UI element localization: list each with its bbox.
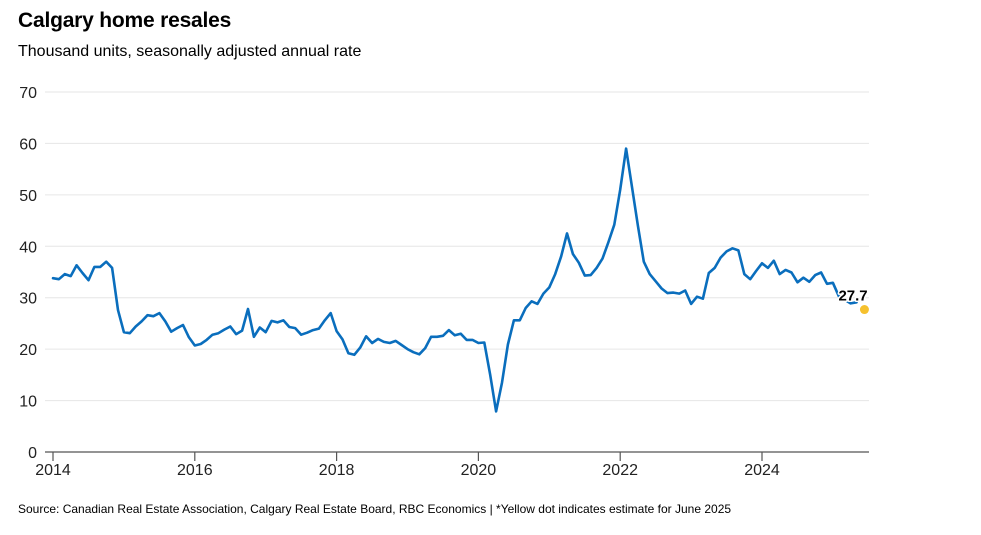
- x-tick-label: 2018: [319, 462, 355, 479]
- x-tick-label: 2020: [461, 462, 497, 479]
- annotation-layer: 27.7: [837, 286, 869, 315]
- gridlines: [45, 91, 869, 402]
- y-tick-label: 20: [19, 342, 37, 359]
- y-tick-label: 30: [19, 291, 37, 308]
- x-tick-label: 2022: [602, 462, 638, 479]
- x-tick-label: 2016: [177, 462, 213, 479]
- series-layer: [51, 147, 858, 413]
- chart-subtitle: Thousand units, seasonally adjusted annu…: [18, 43, 362, 60]
- x-axis: 2014 2016 2018 2020 2022 2024: [35, 451, 869, 479]
- chart-title: Calgary home resales: [18, 9, 232, 32]
- y-tick-label: 0: [28, 445, 37, 462]
- y-axis-ticks: 0 10 20 30 40 50 60 70: [19, 85, 37, 462]
- y-tick-label: 60: [19, 136, 37, 153]
- x-tick-label: 2014: [35, 462, 71, 479]
- y-tick-label: 10: [19, 394, 37, 411]
- series-line: [51, 147, 858, 413]
- x-tick-label: 2024: [744, 462, 780, 479]
- estimate-label: 27.7: [838, 288, 867, 305]
- estimate-dot: [859, 305, 869, 315]
- source-note: Source: Canadian Real Estate Association…: [18, 502, 732, 516]
- y-tick-label: 70: [19, 85, 37, 102]
- y-tick-label: 40: [19, 239, 37, 256]
- y-tick-label: 50: [19, 188, 37, 205]
